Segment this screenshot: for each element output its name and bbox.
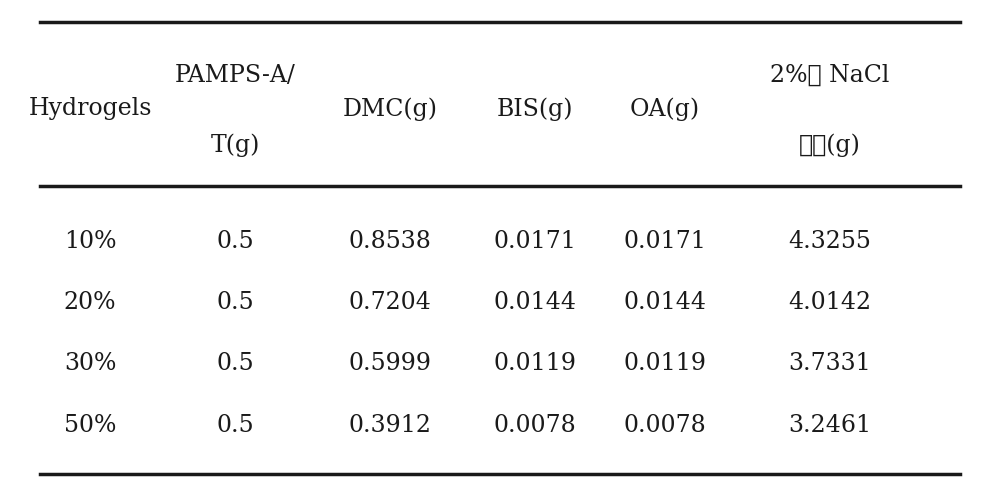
Text: 4.3255: 4.3255	[789, 230, 871, 254]
Text: 2%的 NaCl: 2%的 NaCl	[770, 63, 890, 87]
Text: 0.0078: 0.0078	[624, 414, 706, 438]
Text: 3.7331: 3.7331	[789, 351, 871, 375]
Text: 溶液(g): 溶液(g)	[799, 134, 861, 157]
Text: 0.5: 0.5	[216, 230, 254, 254]
Text: Hydrogels: Hydrogels	[28, 97, 152, 121]
Text: 0.0119: 0.0119	[624, 351, 706, 375]
Text: 0.5: 0.5	[216, 414, 254, 438]
Text: PAMPS-A/: PAMPS-A/	[175, 63, 295, 87]
Text: 10%: 10%	[64, 230, 116, 254]
Text: 0.3912: 0.3912	[349, 414, 432, 438]
Text: 0.0119: 0.0119	[494, 351, 576, 375]
Text: 3.2461: 3.2461	[788, 414, 872, 438]
Text: 30%: 30%	[64, 351, 116, 375]
Text: 0.0171: 0.0171	[624, 230, 706, 254]
Text: 20%: 20%	[64, 291, 116, 314]
Text: T(g): T(g)	[210, 134, 260, 157]
Text: BIS(g): BIS(g)	[497, 97, 573, 121]
Text: 0.0144: 0.0144	[494, 291, 576, 314]
Text: 0.0171: 0.0171	[494, 230, 576, 254]
Text: 0.8538: 0.8538	[349, 230, 431, 254]
Text: 0.5: 0.5	[216, 291, 254, 314]
Text: OA(g): OA(g)	[630, 97, 700, 121]
Text: 0.5999: 0.5999	[349, 351, 432, 375]
Text: DMC(g): DMC(g)	[342, 97, 438, 121]
Text: 0.0144: 0.0144	[624, 291, 706, 314]
Text: 0.7204: 0.7204	[349, 291, 431, 314]
Text: 4.0142: 4.0142	[788, 291, 872, 314]
Text: 0.0078: 0.0078	[494, 414, 576, 438]
Text: 0.5: 0.5	[216, 351, 254, 375]
Text: 50%: 50%	[64, 414, 116, 438]
